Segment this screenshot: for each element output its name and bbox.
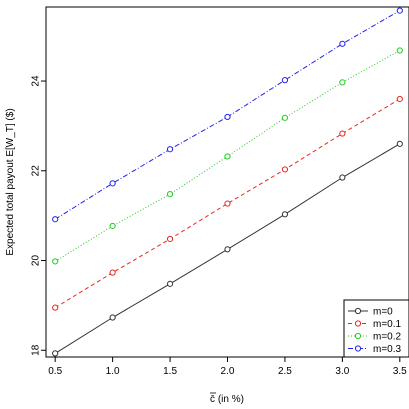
y-axis: 18 20 22 24 bbox=[31, 75, 46, 356]
series-m=0.2 bbox=[52, 47, 403, 265]
data-point bbox=[396, 7, 403, 14]
legend-marker bbox=[354, 320, 362, 327]
x-tick-label: 2.5 bbox=[278, 366, 292, 377]
data-point bbox=[109, 222, 116, 230]
data-point bbox=[52, 258, 59, 265]
data-point bbox=[109, 314, 116, 321]
data-point bbox=[339, 174, 346, 181]
x-tick-label: 3.0 bbox=[335, 366, 349, 377]
data-point bbox=[109, 269, 116, 276]
data-point bbox=[166, 146, 174, 153]
x-axis-title: c̄ (in %) bbox=[210, 394, 244, 405]
data-point bbox=[109, 180, 116, 187]
data-point bbox=[52, 304, 59, 311]
x-tick-label: 0.5 bbox=[48, 366, 62, 377]
y-tick-label: 24 bbox=[31, 75, 42, 87]
y-tick-label: 22 bbox=[31, 165, 42, 177]
data-point bbox=[281, 166, 289, 173]
series-m=0.3 bbox=[52, 7, 403, 223]
data-point bbox=[281, 114, 289, 121]
legend-marker bbox=[354, 307, 362, 315]
data-point bbox=[224, 153, 231, 160]
legend-marker bbox=[354, 345, 362, 352]
data-point bbox=[224, 246, 231, 253]
y-tick-label: 18 bbox=[31, 344, 42, 356]
data-point bbox=[339, 79, 346, 86]
series-layer bbox=[52, 7, 403, 357]
data-point bbox=[52, 216, 59, 223]
data-point bbox=[224, 113, 231, 121]
x-tick-label: 2.0 bbox=[221, 366, 235, 377]
x-tick-label: 1.0 bbox=[106, 366, 120, 377]
series-m=0 bbox=[52, 140, 403, 357]
legend-box bbox=[343, 299, 409, 358]
data-point bbox=[396, 95, 403, 103]
data-point bbox=[166, 191, 174, 198]
data-point bbox=[339, 130, 346, 137]
data-point bbox=[52, 350, 59, 357]
data-point bbox=[281, 211, 289, 218]
legend-label: m=0.3 bbox=[373, 344, 402, 355]
data-point bbox=[396, 47, 403, 54]
x-axis: 0.5 1.0 1.5 2.0 2.5 3.0 3.5 bbox=[48, 357, 407, 377]
legend-label: m=0 bbox=[373, 307, 393, 318]
legend-marker bbox=[354, 332, 362, 340]
y-axis-title: Expected total payout E[W_T] ($) bbox=[5, 108, 16, 255]
legend-label: m=0.1 bbox=[373, 319, 402, 330]
series-m=0.1 bbox=[52, 95, 403, 311]
legend: m=0m=0.1 m=0.2m=0.3 bbox=[343, 299, 409, 358]
y-tick-label: 20 bbox=[31, 255, 42, 267]
x-tick-label: 1.5 bbox=[163, 366, 177, 377]
x-tick-label: 3.5 bbox=[393, 366, 407, 377]
data-point bbox=[224, 200, 231, 207]
legend-label: m=0.2 bbox=[373, 332, 402, 343]
data-point bbox=[339, 40, 346, 47]
data-point bbox=[396, 140, 403, 147]
data-point bbox=[281, 77, 289, 84]
data-point bbox=[166, 235, 174, 243]
data-point bbox=[166, 280, 174, 287]
